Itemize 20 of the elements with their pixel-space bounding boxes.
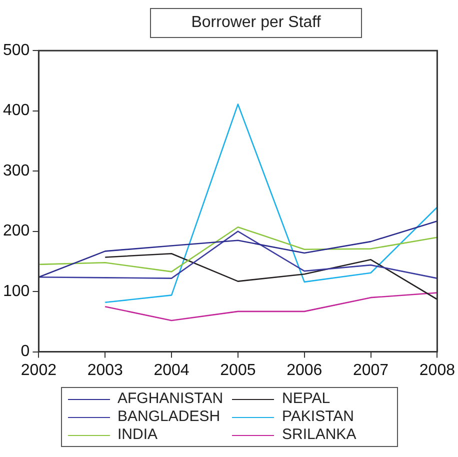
y-tick-label: 100 [2,282,30,300]
legend-label: PAKISTAN [282,408,354,426]
y-tick-label: 0 [20,343,30,360]
x-tick-label: 2008 [419,362,456,379]
x-tick-label: 2002 [20,362,57,379]
chart-title: Borrower per Staff [150,8,362,38]
legend-label: SRILANKA [282,426,356,444]
legend-label: INDIA [118,426,158,444]
x-tick-label: 2005 [220,362,256,379]
legend-label: BANGLADESH [118,408,220,426]
y-tick-label: 500 [2,42,30,60]
x-tick-label: 2004 [154,362,190,379]
x-tick-label: 2003 [87,362,124,379]
y-tick-label: 400 [2,102,30,120]
legend-label: AFGHANISTAN [118,390,224,408]
x-tick-label: 2007 [352,362,389,379]
y-tick-label: 200 [2,222,30,240]
y-tick-label: 300 [2,162,30,180]
legend-label: NEPAL [282,390,330,408]
x-tick-label: 2006 [286,362,322,379]
